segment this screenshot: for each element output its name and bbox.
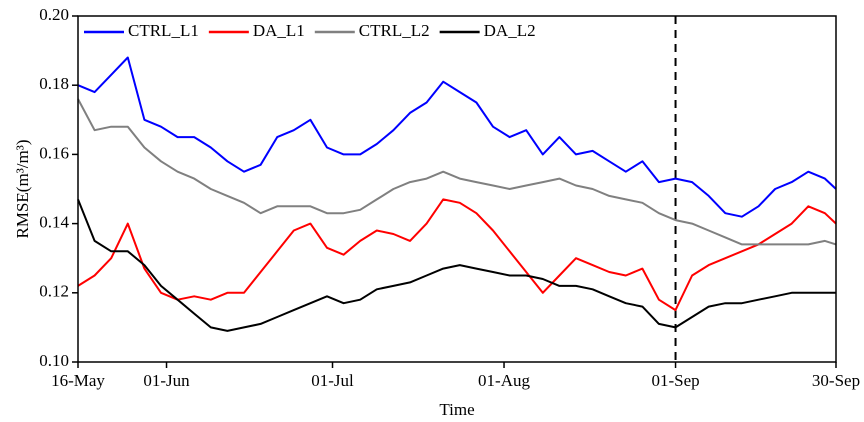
x-tick-label: 16-May — [51, 371, 105, 390]
data-line — [77, 198, 837, 312]
x-tick-label: 30-Sep — [812, 371, 860, 390]
data-line — [77, 98, 837, 246]
y-tick-label: 0.18 — [39, 74, 69, 93]
legend-label: DA_L1 — [253, 21, 305, 40]
y-tick-label: 0.12 — [39, 282, 69, 301]
data-line — [77, 56, 837, 218]
x-tick-label: 01-Jul — [311, 371, 354, 390]
x-tick-label: 01-Aug — [478, 371, 530, 390]
x-tick-label: 01-Sep — [651, 371, 699, 390]
y-tick-label: 0.16 — [39, 143, 69, 162]
plot-frame — [77, 15, 837, 363]
legend-label: CTRL_L1 — [128, 21, 199, 40]
y-tick-label: 0.20 — [39, 5, 69, 24]
legend-label: DA_L2 — [484, 21, 536, 40]
legend-label: CTRL_L2 — [359, 21, 430, 40]
data-line — [77, 199, 836, 332]
y-tick-label: 0.14 — [39, 213, 69, 232]
y-axis-label: RMSE(m³/m³) — [13, 140, 32, 239]
x-axis-label: Time — [439, 400, 474, 419]
y-tick-label: 0.10 — [39, 351, 69, 370]
x-tick-label: 01-Jun — [143, 371, 190, 390]
